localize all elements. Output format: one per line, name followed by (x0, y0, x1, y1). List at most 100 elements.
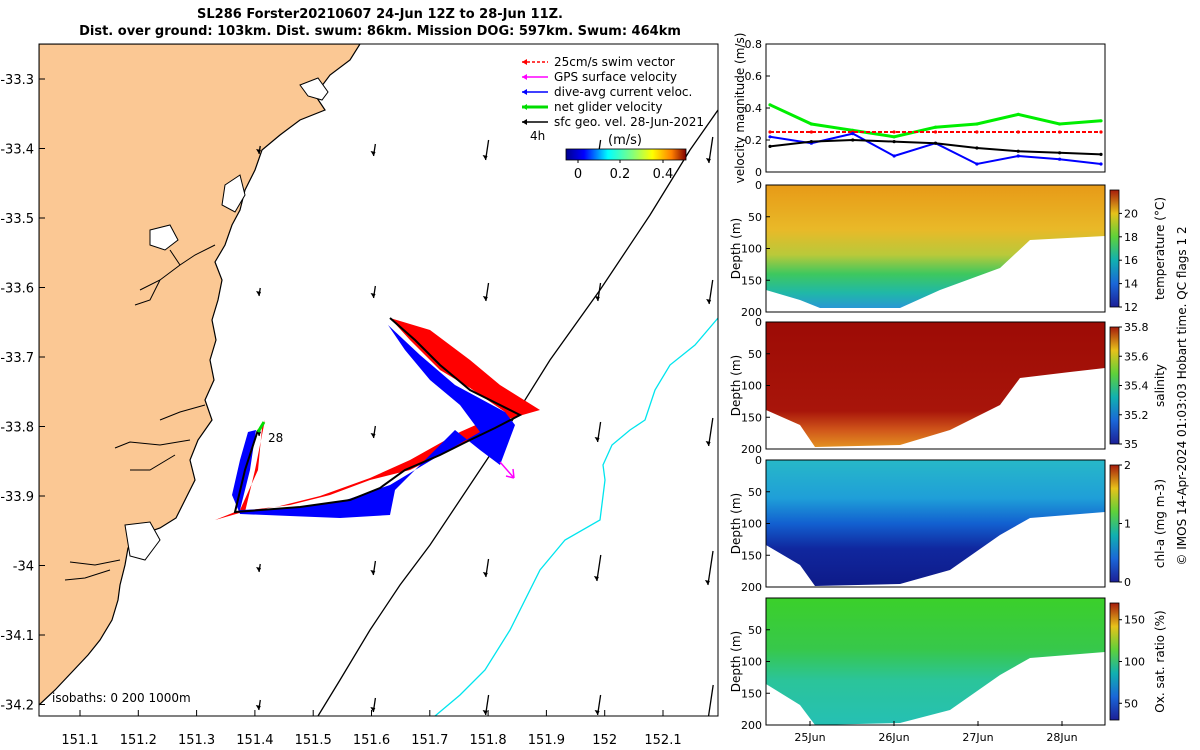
velocity-data-point (1058, 130, 1062, 134)
geo-vector-head (705, 441, 711, 446)
time-tick-label: 28Jun (1046, 731, 1077, 744)
geo-vector-head (594, 437, 600, 442)
velocity-data-point (975, 130, 979, 134)
geo-vector-head (704, 720, 709, 725)
longitude-ticks: 151.1 151.2 151.3 151.4 151.5 151.6 151.7 151.8… (61, 710, 682, 748)
track-label: 28 (268, 431, 283, 445)
land-mass (39, 44, 361, 706)
velocity-data-point (933, 125, 938, 129)
section-panel-1: 0 50 100 150 200 Depth (m) 12 14 16 18 20 temperatu… (729, 179, 1167, 319)
velocity-data-point (975, 146, 979, 150)
title-line-2: Dist. over ground: 103km. Dist. swum: 86… (79, 24, 681, 39)
swim-vectors (215, 318, 540, 520)
legend-swatch-head (522, 119, 527, 125)
section-ytick-label: 200 (741, 306, 762, 319)
section-ytick-label: 200 (741, 443, 762, 456)
time-tick-label: 25Jun (794, 731, 825, 744)
geo-vector-head (482, 572, 488, 577)
geo-vector-head (482, 710, 488, 715)
colorbar-tick-label: 16 (1124, 254, 1138, 267)
lat-tick-label: -33.3 (0, 73, 34, 88)
section-panel-2: 0 50 100 150 200 Depth (m) 35 35.2 35.4 35.6 35.8 s… (729, 316, 1167, 456)
velocity-data-point (1016, 154, 1020, 158)
lat-tick-label: -34 (13, 560, 34, 575)
lat-tick-label: -33.6 (0, 282, 34, 297)
section-ytick-label: 200 (741, 719, 762, 732)
section-colorbar (1109, 326, 1120, 445)
geo-vector-head (593, 576, 599, 581)
legend-swatch-head (522, 59, 527, 65)
velocity-ytick-label: 0.2 (745, 134, 763, 147)
colorbar-label: temperature (°C) (1153, 197, 1167, 300)
section-ytick-label: 150 (741, 549, 762, 562)
lon-tick-label: 151.5 (295, 733, 332, 748)
estuary-4 (124, 521, 161, 561)
colorbar-tick-label: 0 (574, 167, 582, 182)
lat-tick-label: -33.8 (0, 421, 34, 436)
velocity-data-point (809, 122, 813, 126)
colorbar-tick-label: 1 (1124, 518, 1131, 531)
lat-tick-label: -34.2 (0, 699, 34, 714)
river-2 (114, 404, 206, 471)
geo-vector (707, 684, 714, 716)
velocity-data-point (768, 144, 772, 148)
velocity-data-point (975, 162, 979, 166)
legend-label: dive-avg current veloc. (554, 85, 692, 99)
isobaths-label: isobaths: 0 200 1000m (52, 691, 191, 705)
geo-vector-head (256, 149, 262, 154)
legend-swatch-head (522, 104, 527, 110)
colorbar-tick-label: 14 (1124, 278, 1138, 291)
section-no-data (766, 652, 1105, 726)
section-ytick-label: 150 (741, 274, 762, 287)
glider-track (215, 317, 540, 520)
geo-vector (708, 136, 714, 164)
section-ytick-label: 100 (741, 243, 762, 256)
colorbar-tick-label: 18 (1124, 231, 1138, 244)
lon-tick-label: 152.1 (644, 733, 681, 748)
colorbar-tick-label: 0 (1124, 576, 1131, 589)
velocity-data-point (1058, 122, 1062, 126)
lon-tick-label: 151.3 (178, 733, 215, 748)
section-colorbar (1109, 464, 1120, 583)
colorbar-tick-label: 35.4 (1124, 380, 1149, 393)
geo-vector (707, 550, 714, 586)
lon-tick-label: 151.9 (528, 733, 565, 748)
colorbar-label: Ox. sat. ratio (%) (1153, 610, 1167, 712)
latitude-ticks: -33.3 -33.4 -33.5 -33.6 -33.7 -33.8 -33.9 -34 -3… (0, 73, 45, 714)
section-ytick-label: 200 (741, 581, 762, 594)
lon-tick-label: 151.4 (236, 733, 273, 748)
lat-tick-label: -33.4 (0, 143, 34, 158)
velocity-data-point (892, 154, 896, 158)
lat-tick-label: -33.7 (0, 351, 34, 366)
net-velocity-arrow (256, 421, 266, 433)
gps-velocity-arrow (499, 461, 515, 479)
section-panel-4: 50 100 150 200 Depth (m) 50 100 150 Ox. sat. rat… (729, 597, 1167, 732)
legend-label: GPS surface velocity (554, 70, 677, 84)
velocity-data-point (1099, 119, 1103, 123)
legend-label: net glider velocity (554, 100, 662, 114)
velocity-data-point (892, 135, 896, 139)
velocity-data-point (892, 140, 896, 144)
colorbar-tick-label: 100 (1124, 656, 1145, 669)
colorbar-time-label: 4h (530, 129, 545, 143)
river-1 (134, 244, 216, 306)
geo-vector-head (594, 710, 600, 715)
lat-tick-label: -33.9 (0, 490, 34, 505)
colorbar-label: salinity (1153, 364, 1167, 407)
geo-vector-head (370, 707, 376, 712)
velocity-data-point (768, 130, 772, 134)
section-ytick-label: 50 (748, 348, 762, 361)
colorbar-tick-label: 20 (1124, 207, 1138, 220)
geo-vector-head (255, 705, 261, 710)
lon-tick-label: 151.1 (61, 733, 98, 748)
section-ylabel: Depth (m) (729, 218, 743, 279)
geo-vector (596, 554, 602, 582)
geo-vector-head (706, 299, 712, 304)
section-ylabel: Depth (m) (729, 493, 743, 554)
estuary-1 (299, 77, 329, 101)
lon-tick-label: 151.2 (120, 733, 157, 748)
colorbar-tick-label: 2 (1124, 459, 1131, 472)
section-ytick-label: 0 (755, 316, 762, 329)
section-no-data (766, 512, 1105, 588)
